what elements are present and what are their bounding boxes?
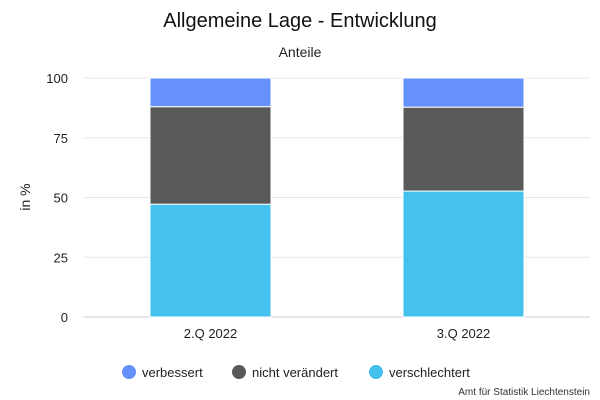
legend-label-2: nicht verändert: [252, 365, 338, 380]
bar-segment-1-3: [149, 77, 272, 108]
y-axis-ticks: 0 25 50 75 100: [46, 71, 68, 325]
chart-title: Allgemeine Lage - Entwicklung: [163, 10, 437, 32]
bar-segment-1-2: [149, 106, 272, 205]
legend-swatch-2: [232, 365, 246, 379]
legend-swatch-3: [369, 365, 383, 379]
y-tick-label-100: 100: [46, 71, 68, 86]
x-tick-label-2: 3.Q 2022: [437, 326, 491, 341]
bar-segment-1-1: [149, 203, 272, 318]
y-tick-label-50: 50: [54, 191, 68, 206]
credit-text: Amt für Statistik Liechtenstein: [458, 387, 590, 398]
x-axis-ticks: 2.Q 2022 3.Q 2022: [184, 326, 491, 341]
chart-subtitle: Anteile: [279, 44, 322, 60]
y-axis-label: in %: [17, 183, 33, 210]
x-tick-label-1: 2.Q 2022: [184, 326, 238, 341]
bar-segment-2-3: [402, 77, 525, 108]
legend: verbessert nicht verändert verschlechtert: [122, 365, 470, 380]
y-tick-label-75: 75: [54, 131, 68, 146]
legend-label-1: verbessert: [142, 365, 203, 380]
bar-segment-2-1: [402, 190, 525, 318]
legend-label-3: verschlechtert: [389, 365, 470, 380]
bar-segment-2-2: [402, 106, 525, 192]
y-tick-label-25: 25: [54, 250, 68, 265]
legend-swatch-1: [122, 365, 136, 379]
y-tick-label-0: 0: [61, 310, 68, 325]
bars: [149, 77, 525, 318]
